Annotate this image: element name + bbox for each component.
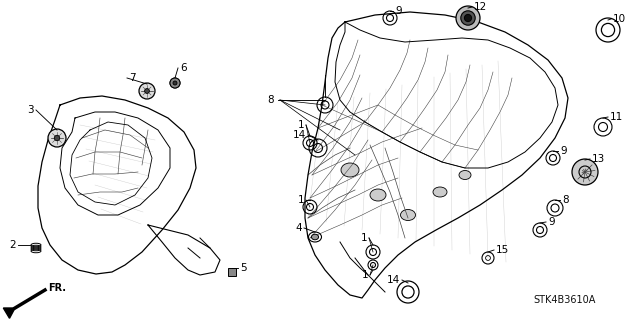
Circle shape — [54, 135, 60, 141]
Text: 7: 7 — [129, 73, 136, 83]
Text: 1: 1 — [298, 195, 304, 205]
Text: 12: 12 — [474, 2, 487, 12]
Circle shape — [170, 78, 180, 88]
Polygon shape — [3, 308, 15, 318]
Ellipse shape — [459, 170, 471, 180]
Text: 10: 10 — [613, 14, 626, 24]
Circle shape — [173, 81, 177, 85]
Text: 4: 4 — [296, 223, 302, 233]
Circle shape — [461, 11, 476, 25]
Ellipse shape — [433, 187, 447, 197]
Circle shape — [145, 89, 149, 93]
Text: 9: 9 — [560, 146, 566, 156]
Text: 8: 8 — [562, 195, 568, 205]
Text: 5: 5 — [240, 263, 246, 273]
Text: 13: 13 — [592, 154, 605, 164]
Text: 1: 1 — [298, 120, 304, 130]
Ellipse shape — [370, 189, 386, 201]
Text: 14: 14 — [292, 130, 306, 140]
Ellipse shape — [401, 210, 415, 220]
Text: STK4B3610A: STK4B3610A — [534, 295, 596, 305]
Circle shape — [572, 159, 598, 185]
Text: 8: 8 — [268, 95, 274, 105]
Text: 9: 9 — [395, 6, 402, 16]
Text: FR.: FR. — [48, 283, 66, 293]
Text: 9: 9 — [548, 217, 555, 227]
Text: 15: 15 — [496, 245, 509, 255]
Text: 3: 3 — [28, 105, 34, 115]
Text: 11: 11 — [610, 112, 623, 122]
Text: 14: 14 — [387, 275, 400, 285]
Text: 6: 6 — [180, 63, 187, 73]
Text: 1: 1 — [360, 233, 367, 243]
Ellipse shape — [312, 234, 319, 240]
Circle shape — [48, 129, 66, 147]
Ellipse shape — [341, 163, 359, 177]
Polygon shape — [228, 268, 236, 276]
Circle shape — [139, 83, 155, 99]
Circle shape — [456, 6, 480, 30]
Circle shape — [465, 14, 472, 22]
Text: 2: 2 — [10, 240, 16, 250]
Text: 1: 1 — [362, 270, 368, 280]
